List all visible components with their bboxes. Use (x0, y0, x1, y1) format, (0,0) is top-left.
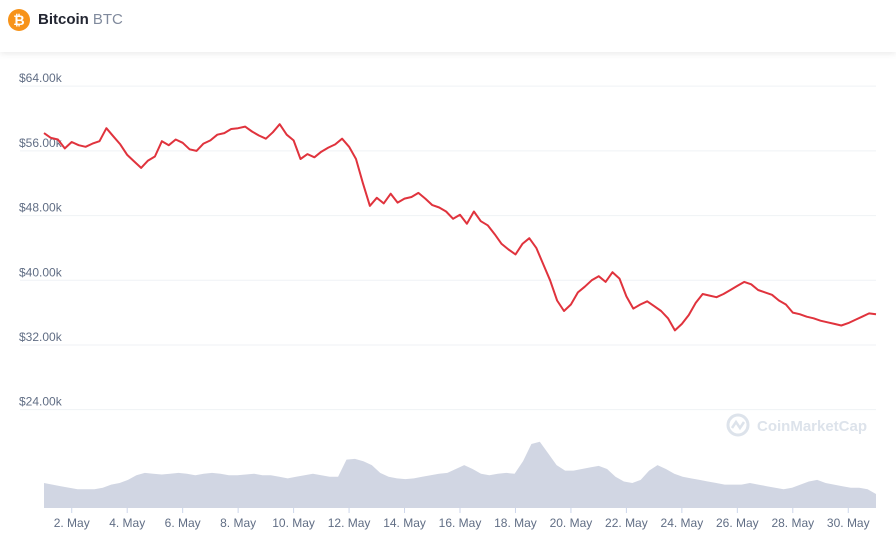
y-axis-labels: $64.00k $56.00k $48.00k $40.00k $32.00k $24.0… (19, 71, 63, 408)
y-tick-label: $48.00k (19, 201, 63, 215)
volume-series (44, 441, 876, 508)
y-tick-label: $40.00k (19, 265, 63, 279)
coin-symbol: BTC (92, 11, 123, 28)
x-tick-label: 28. May (771, 516, 814, 530)
x-tick-label: 18. May (494, 516, 537, 530)
y-tick-label: $64.00k (19, 71, 63, 85)
price-line (43, 123, 877, 332)
x-tick-label: 8. May (220, 516, 256, 530)
x-tick-label: 22. May (605, 516, 648, 530)
bitcoin-icon: ₿ (8, 9, 30, 31)
watermark-text: CoinMarketCap (757, 418, 867, 435)
x-tick-label: 30. May (827, 516, 870, 530)
y-tick-label: $56.00k (19, 136, 63, 150)
x-tick-label: 26. May (716, 516, 759, 530)
coin-name: Bitcoin (38, 11, 89, 28)
x-axis-labels: 2. May 4. May 6. May 8. May 10. May 12. May 14… (54, 508, 870, 530)
x-tick-label: 16. May (439, 516, 482, 530)
x-tick-label: 2. May (54, 516, 90, 530)
coinmarketcap-logo-icon (726, 413, 750, 437)
coin-title[interactable]: Bitcoin BTC (38, 11, 123, 28)
x-tick-label: 20. May (550, 516, 593, 530)
watermark: CoinMarketCap (726, 413, 867, 437)
x-tick-label: 10. May (272, 516, 315, 530)
y-tick-label: $24.00k (19, 395, 63, 409)
price-series-line[interactable] (43, 123, 877, 332)
volume-area (44, 441, 876, 508)
x-tick-label: 12. May (328, 516, 371, 530)
y-tick-label: $32.00k (19, 330, 63, 344)
grid-lines (20, 85, 876, 411)
x-tick-label: 6. May (165, 516, 201, 530)
x-tick-label: 14. May (383, 516, 426, 530)
x-tick-label: 4. May (109, 516, 145, 530)
chart-header: ₿ Bitcoin BTC (0, 0, 896, 52)
x-tick-label: 24. May (661, 516, 704, 530)
